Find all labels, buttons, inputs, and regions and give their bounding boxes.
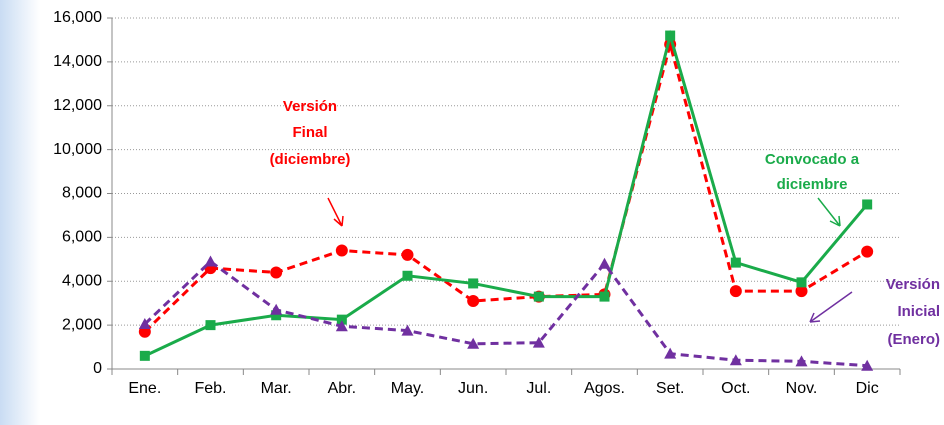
series-annotation: Inicial bbox=[897, 303, 940, 320]
marker bbox=[205, 320, 216, 331]
y-tick-label: 0 bbox=[93, 360, 102, 377]
marker bbox=[862, 199, 873, 210]
marker bbox=[401, 248, 414, 261]
x-tick-label: Set. bbox=[656, 380, 684, 397]
marker bbox=[533, 291, 544, 302]
marker bbox=[795, 285, 808, 298]
y-tick-label: 8,000 bbox=[62, 185, 102, 202]
marker bbox=[335, 320, 348, 332]
marker bbox=[665, 30, 676, 41]
arrows bbox=[327, 197, 853, 323]
series-annotation: Final bbox=[292, 124, 327, 141]
series-annotation: Convocado a bbox=[765, 151, 860, 168]
series-annotation: Versión bbox=[886, 276, 940, 293]
y-tick-label: 12,000 bbox=[53, 97, 102, 114]
x-tick-label: Nov. bbox=[786, 380, 818, 397]
y-tick-label: 6,000 bbox=[62, 229, 102, 246]
background-shade bbox=[0, 0, 40, 425]
marker bbox=[598, 257, 611, 269]
y-tick-label: 4,000 bbox=[62, 272, 102, 289]
y-tick-label: 2,000 bbox=[62, 316, 102, 333]
x-tick-label: Oct. bbox=[721, 380, 750, 397]
marker bbox=[730, 257, 741, 268]
marker bbox=[138, 318, 151, 330]
marker bbox=[532, 336, 545, 348]
marker bbox=[861, 359, 874, 371]
series-annotation: (diciembre) bbox=[270, 151, 351, 168]
series-line bbox=[143, 38, 868, 333]
y-tick-label: 10,000 bbox=[53, 141, 102, 158]
marker bbox=[795, 355, 808, 367]
marker bbox=[599, 291, 610, 302]
marker bbox=[468, 278, 479, 289]
y-tick-label: 16,000 bbox=[53, 9, 102, 26]
x-tick-label: Abr. bbox=[328, 380, 356, 397]
marker bbox=[467, 337, 480, 349]
marker bbox=[270, 303, 283, 315]
marker bbox=[729, 354, 742, 366]
x-tick-label: Agos. bbox=[584, 380, 625, 397]
marker bbox=[402, 270, 413, 281]
marker bbox=[796, 277, 807, 288]
x-tick-label: Ene. bbox=[128, 380, 161, 397]
series-annotation: (Enero) bbox=[888, 331, 941, 348]
marker bbox=[467, 294, 480, 307]
x-tick-label: Feb. bbox=[194, 380, 226, 397]
x-tick-label: Jul. bbox=[526, 380, 551, 397]
x-tick-label: May. bbox=[391, 380, 424, 397]
series-line bbox=[143, 259, 868, 368]
marker bbox=[139, 350, 150, 361]
marker bbox=[729, 285, 742, 298]
series-annotation: diciembre bbox=[777, 176, 848, 193]
series-annotation: Versión bbox=[283, 98, 337, 115]
marker bbox=[336, 314, 347, 325]
y-tick-label: 14,000 bbox=[53, 53, 102, 70]
x-tick-label: Jun. bbox=[458, 380, 488, 397]
marker bbox=[861, 245, 874, 258]
series-line bbox=[144, 29, 869, 358]
marker bbox=[335, 244, 348, 257]
marker bbox=[270, 266, 283, 279]
marker bbox=[401, 324, 414, 336]
marker bbox=[271, 310, 282, 321]
x-tick-label: Mar. bbox=[261, 380, 292, 397]
marker bbox=[664, 347, 677, 359]
marker bbox=[204, 255, 217, 267]
x-tick-label: Dic bbox=[856, 380, 879, 397]
